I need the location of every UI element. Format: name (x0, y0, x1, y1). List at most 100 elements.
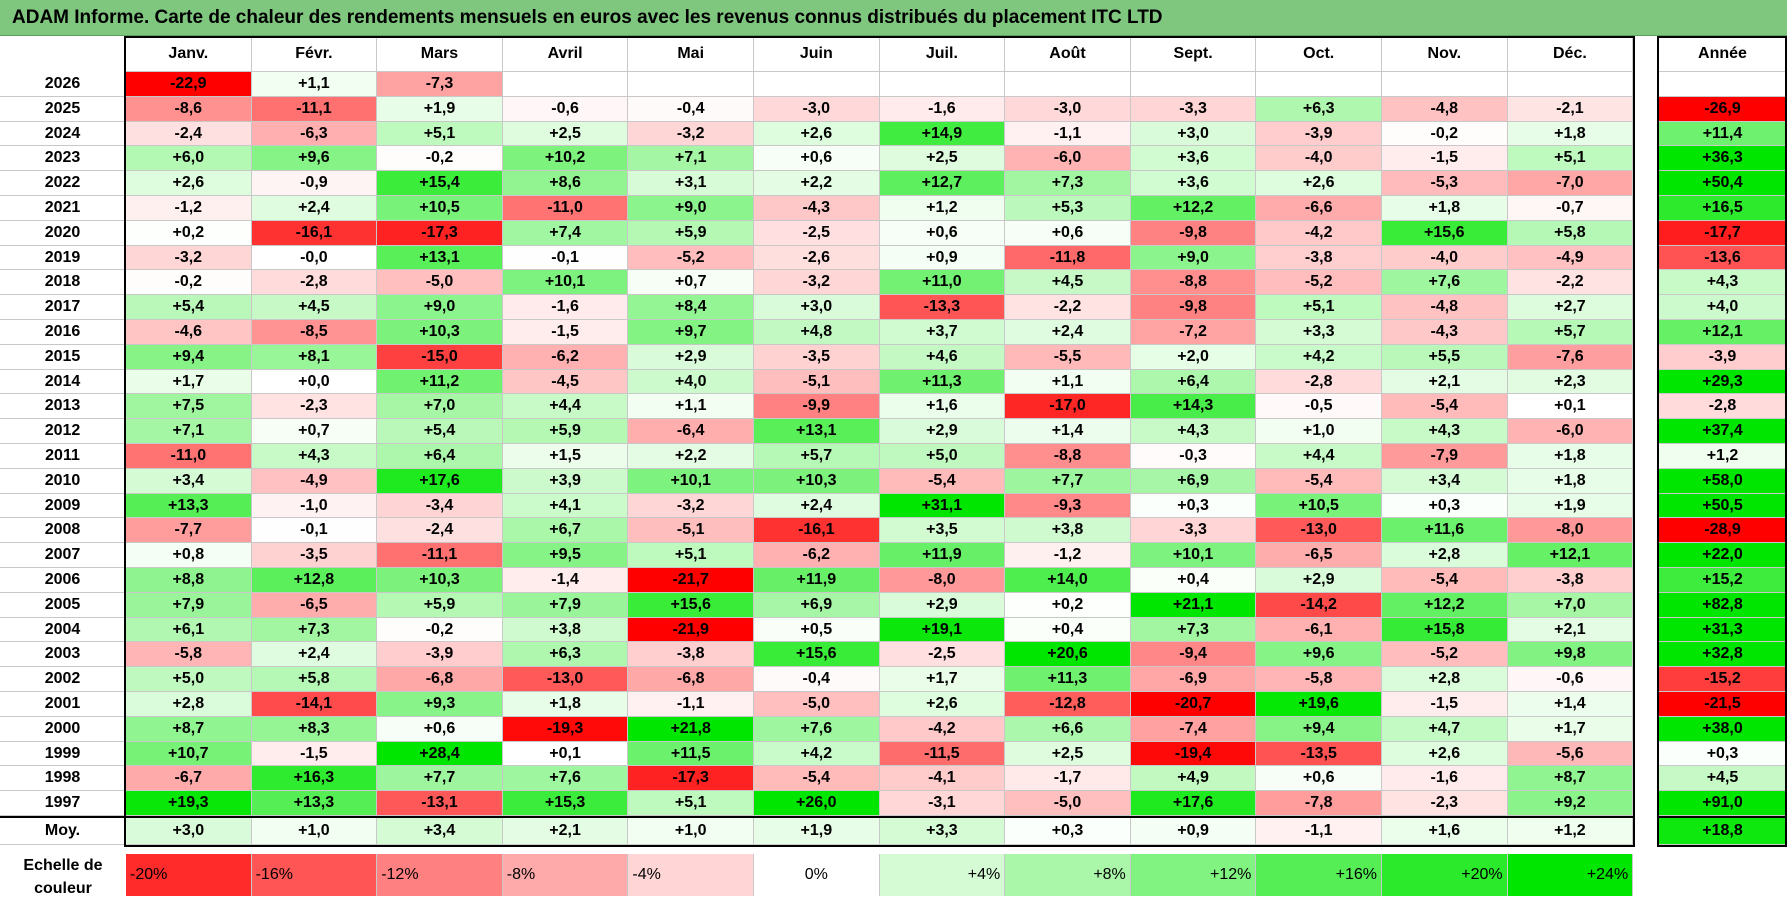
heatmap-cell: -17,0 (1005, 394, 1131, 420)
heatmap-cell: +5,1 (1507, 146, 1634, 172)
heatmap-cell: -3,1 (879, 791, 1006, 816)
heatmap-cell: -16,1 (754, 518, 880, 544)
heatmap-cell: +6,0 (126, 146, 252, 172)
heatmap-cell: +0,1 (502, 741, 629, 767)
heatmap-cell: +7,9 (502, 592, 629, 618)
annual-cell: +0,3 (1659, 741, 1787, 767)
heatmap-cell: -1,7 (1005, 766, 1131, 792)
heatmap-cell: -0,7 (1507, 196, 1634, 221)
annual-cell: +12,1 (1659, 320, 1787, 345)
heatmap-cell: +5,1 (377, 121, 503, 147)
heatmap-cell: -0,2 (377, 617, 503, 643)
heatmap-cell: +15,6 (1382, 220, 1508, 246)
heatmap-cell: -5,2 (1382, 642, 1508, 668)
heatmap-cell: +2,7 (1507, 295, 1634, 320)
annual-cell: +32,8 (1659, 642, 1787, 668)
heatmap-cell: +2,1 (1382, 369, 1508, 395)
heatmap-cell: +7,1 (628, 146, 754, 172)
heatmap-cell: +9,6 (1256, 642, 1382, 668)
heatmap-cell: -4,2 (879, 716, 1006, 742)
heatmap-cell: +31,1 (879, 493, 1006, 519)
heatmap-cell: +8,4 (628, 295, 754, 320)
heatmap-cell: +0,8 (126, 543, 252, 568)
heatmap-cell: +3,4 (126, 468, 252, 494)
heatmap-cell: -3,0 (1005, 96, 1131, 122)
heatmap-cell: -1,5 (1382, 692, 1508, 717)
heatmap-cell: +6,9 (754, 592, 880, 618)
heatmap-cell (502, 72, 629, 97)
heatmap-cell: +2,6 (126, 171, 252, 196)
heatmap-cell: +6,1 (126, 617, 252, 643)
column-header: Avril (502, 36, 629, 72)
heatmap-cell: -3,2 (628, 121, 754, 147)
heatmap-cell: +20,6 (1005, 642, 1131, 668)
heatmap-cell: +10,1 (1130, 543, 1257, 568)
heatmap-cell: +15,8 (1382, 617, 1508, 643)
color-scale-label: Echelle de couleur (0, 854, 126, 906)
heatmap-cell: +0,7 (628, 270, 754, 296)
heatmap-cell: -8,5 (251, 320, 378, 345)
heatmap-cell: +6,9 (1130, 468, 1257, 494)
heatmap-cell: -6,8 (377, 667, 503, 692)
heatmap-cell: +1,8 (1382, 196, 1508, 221)
heatmap-cell: +8,6 (502, 171, 629, 196)
heatmap-cell: +5,9 (502, 419, 629, 444)
heatmap-cell: +9,0 (1130, 245, 1257, 271)
heatmap-cell: -4,9 (1507, 245, 1634, 271)
heatmap-cell: -4,3 (1382, 320, 1508, 345)
heatmap-cell: +1,0 (1256, 419, 1382, 444)
heatmap-cell: +5,3 (1005, 196, 1131, 221)
heatmap-cell: +0,6 (1256, 766, 1382, 792)
heatmap-cell: -3,8 (1256, 245, 1382, 271)
heatmap-cell: -0,1 (502, 245, 629, 271)
heatmap-cell: -2,8 (251, 270, 378, 296)
heatmap-cell: +12,1 (1507, 543, 1634, 568)
heatmap-cell: +2,6 (1382, 741, 1508, 767)
annual-cell: +82,8 (1659, 592, 1787, 618)
year-label: 2024 (0, 121, 126, 147)
heatmap-cell (1130, 72, 1257, 97)
heatmap-cell: -5,0 (754, 692, 880, 717)
year-label: 2014 (0, 369, 126, 395)
color-scale-swatch: -20% (126, 854, 252, 896)
heatmap-cell: +1,8 (1507, 444, 1634, 469)
heatmap-cell: +7,1 (126, 419, 252, 444)
heatmap-cell: +1,7 (879, 667, 1006, 692)
heatmap-cell: -1,0 (251, 493, 378, 519)
heatmap-cell: +2,1 (1507, 617, 1634, 643)
heatmap-cell: +15,4 (377, 171, 503, 196)
heatmap-cell: +1,9 (377, 96, 503, 122)
annual-cell: +22,0 (1659, 543, 1787, 568)
year-label: 2008 (0, 518, 126, 544)
heatmap-cell: -7,0 (1507, 171, 1634, 196)
year-label: 2001 (0, 692, 126, 717)
heatmap-cell: -7,6 (1507, 344, 1634, 370)
heatmap-cell: -2,2 (1507, 270, 1634, 296)
heatmap-cell: +3,8 (502, 617, 629, 643)
heatmap-cell: +6,6 (1005, 716, 1131, 742)
heatmap-cell (628, 72, 754, 97)
heatmap-cell: +2,2 (754, 171, 880, 196)
heatmap-cell: +0,2 (1005, 592, 1131, 618)
heatmap-cell: +5,8 (1507, 220, 1634, 246)
annual-cell: +36,3 (1659, 146, 1787, 172)
heatmap-cell: +6,4 (1130, 369, 1257, 395)
heatmap-cell: -8,8 (1005, 444, 1131, 469)
heatmap-cell: +14,0 (1005, 568, 1131, 593)
color-scale-swatch: -16% (251, 854, 378, 896)
heatmap-cell: +12,8 (251, 568, 378, 593)
heatmap-cell: -5,1 (628, 518, 754, 544)
heatmap-cell: +4,7 (1382, 716, 1508, 742)
heatmap-cell: +2,4 (251, 642, 378, 668)
heatmap-cell: +7,3 (1130, 617, 1257, 643)
heatmap-cell: +1,5 (502, 444, 629, 469)
heatmap-cell: +11,9 (754, 568, 880, 593)
heatmap-cell: +7,3 (251, 617, 378, 643)
average-cell: +1,9 (754, 817, 880, 845)
heatmap-cell: +19,1 (879, 617, 1006, 643)
heatmap-cell: +9,4 (126, 344, 252, 370)
heatmap-cell: -9,9 (754, 394, 880, 420)
annual-cell: -21,5 (1659, 692, 1787, 717)
heatmap-cell: +3,0 (754, 295, 880, 320)
